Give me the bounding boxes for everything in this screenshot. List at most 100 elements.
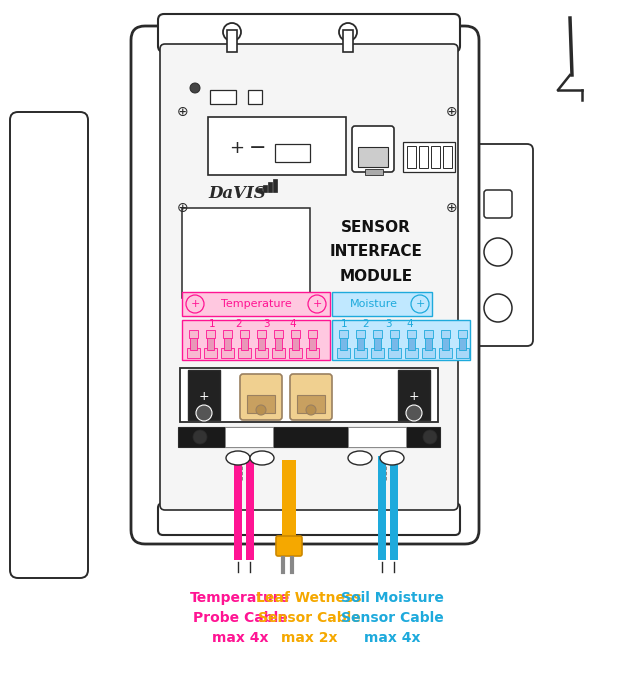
- Bar: [354, 348, 367, 358]
- Bar: [275, 336, 282, 350]
- Ellipse shape: [250, 451, 274, 465]
- Bar: [365, 169, 383, 175]
- Text: Temperature
Probe Cable: Temperature Probe Cable: [190, 591, 290, 624]
- Bar: [275, 144, 310, 162]
- Bar: [309, 336, 316, 350]
- Bar: [248, 90, 262, 104]
- FancyBboxPatch shape: [240, 374, 282, 420]
- Bar: [456, 348, 469, 358]
- Text: 2: 2: [363, 319, 369, 329]
- Bar: [204, 348, 217, 358]
- Circle shape: [186, 295, 204, 313]
- Text: max 4x: max 4x: [212, 631, 268, 645]
- Bar: [407, 146, 416, 168]
- Bar: [308, 330, 317, 338]
- Bar: [332, 292, 432, 316]
- Text: 4: 4: [407, 319, 413, 329]
- Bar: [398, 370, 430, 420]
- Bar: [187, 348, 200, 358]
- Bar: [182, 320, 330, 360]
- Bar: [274, 330, 283, 338]
- Text: 3: 3: [263, 319, 269, 329]
- Bar: [340, 336, 347, 350]
- Circle shape: [256, 405, 266, 415]
- Bar: [343, 30, 353, 52]
- Bar: [388, 348, 401, 358]
- FancyBboxPatch shape: [290, 374, 332, 420]
- Bar: [207, 336, 214, 350]
- Bar: [422, 348, 435, 358]
- Text: +: +: [415, 299, 425, 309]
- Bar: [234, 456, 242, 560]
- Bar: [258, 336, 265, 350]
- Bar: [227, 30, 237, 52]
- FancyBboxPatch shape: [469, 144, 533, 346]
- Bar: [221, 348, 234, 358]
- Bar: [223, 330, 232, 338]
- Bar: [257, 330, 266, 338]
- Text: SENSOR
INTERFACE
MODULE: SENSOR INTERFACE MODULE: [330, 220, 423, 284]
- Bar: [182, 208, 310, 298]
- Circle shape: [223, 23, 241, 41]
- Text: +: +: [230, 139, 245, 157]
- Bar: [241, 336, 248, 350]
- Text: −: −: [249, 138, 267, 158]
- Bar: [208, 117, 346, 175]
- Bar: [403, 142, 455, 172]
- Bar: [297, 395, 325, 413]
- Bar: [356, 330, 365, 338]
- Bar: [390, 330, 399, 338]
- Bar: [339, 330, 348, 338]
- Text: DaVIS: DaVIS: [208, 185, 265, 202]
- Text: ⊕: ⊕: [446, 201, 458, 215]
- Bar: [458, 330, 467, 338]
- FancyBboxPatch shape: [352, 126, 394, 172]
- Circle shape: [193, 430, 207, 444]
- Bar: [378, 456, 386, 560]
- Bar: [348, 427, 406, 447]
- Text: Moisture: Moisture: [350, 299, 398, 309]
- Bar: [443, 146, 452, 168]
- Bar: [182, 292, 330, 316]
- FancyBboxPatch shape: [158, 503, 460, 535]
- FancyBboxPatch shape: [10, 112, 88, 578]
- Bar: [282, 460, 296, 538]
- FancyBboxPatch shape: [131, 26, 479, 544]
- Bar: [263, 185, 267, 192]
- Circle shape: [196, 405, 212, 421]
- Circle shape: [339, 23, 357, 41]
- Bar: [268, 182, 272, 192]
- Bar: [190, 336, 197, 350]
- Bar: [306, 348, 319, 358]
- Circle shape: [484, 238, 512, 266]
- Bar: [419, 146, 428, 168]
- Bar: [246, 456, 254, 560]
- Circle shape: [306, 405, 316, 415]
- FancyBboxPatch shape: [158, 14, 460, 52]
- Bar: [358, 147, 388, 167]
- Text: ⊕: ⊕: [177, 201, 189, 215]
- Bar: [408, 336, 415, 350]
- Bar: [178, 427, 440, 447]
- Text: 3: 3: [385, 319, 391, 329]
- Bar: [188, 370, 220, 420]
- Bar: [442, 336, 449, 350]
- Bar: [225, 427, 273, 447]
- Bar: [189, 330, 198, 338]
- Bar: [292, 336, 299, 350]
- Bar: [332, 320, 470, 360]
- Bar: [374, 336, 381, 350]
- Ellipse shape: [380, 451, 404, 465]
- Text: +: +: [313, 299, 321, 309]
- Bar: [291, 330, 300, 338]
- Bar: [258, 188, 262, 192]
- Text: max 4x: max 4x: [364, 631, 420, 645]
- Bar: [405, 348, 418, 358]
- Bar: [459, 336, 466, 350]
- Circle shape: [423, 430, 437, 444]
- Bar: [272, 348, 285, 358]
- Text: 2: 2: [236, 319, 242, 329]
- Text: 4: 4: [290, 319, 296, 329]
- Circle shape: [308, 295, 326, 313]
- Bar: [337, 348, 350, 358]
